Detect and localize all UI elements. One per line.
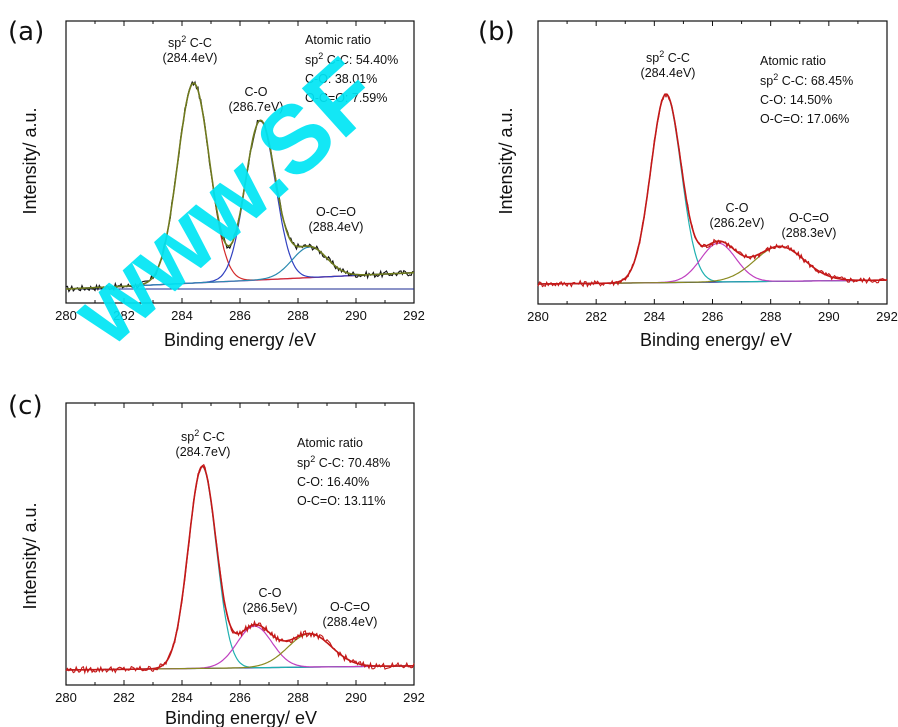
x-tick-label: 282 bbox=[113, 690, 135, 705]
y-axis-title: Intensity/ a.u. bbox=[496, 107, 516, 214]
peak-position-label: (288.4eV) bbox=[323, 615, 378, 629]
x-tick-label: 280 bbox=[527, 309, 549, 324]
x-tick-label: 286 bbox=[229, 308, 251, 323]
x-tick-label: 288 bbox=[760, 309, 782, 324]
atomic-ratio-title: Atomic ratio bbox=[305, 33, 371, 47]
panel-1: 280 282 284 286 288 290 292 Binding energy/ eV I… bbox=[478, 17, 898, 350]
plot-frame bbox=[537, 20, 888, 305]
peak-label-0: sp2 C-C bbox=[168, 34, 212, 50]
panel-label: (a) bbox=[8, 17, 44, 47]
panel-0: 280 282 284 286 288 290 292 Binding energy /eV I… bbox=[8, 17, 425, 350]
atomic-ratio-line: C-O: 14.50% bbox=[760, 93, 832, 107]
atomic-ratio-line: O-C=O: 7.59% bbox=[305, 91, 387, 105]
peak-position-label: (288.4eV) bbox=[309, 220, 364, 234]
atomic-ratio-line: sp2 C-C: 70.48% bbox=[297, 454, 390, 470]
x-axis-title: Binding energy /eV bbox=[164, 330, 316, 350]
fit-envelope bbox=[538, 93, 887, 285]
peak-label-2: O-C=O bbox=[789, 211, 829, 225]
peak-label-1: C-O bbox=[726, 201, 749, 215]
x-axis-title: Binding energy/ eV bbox=[165, 708, 317, 727]
peak-position-label: (284.4eV) bbox=[163, 51, 218, 65]
peak-label-0: sp2 C-C bbox=[646, 49, 690, 65]
x-tick-label: 292 bbox=[876, 309, 898, 324]
x-tick-label: 288 bbox=[287, 690, 309, 705]
fit-envelope bbox=[65, 82, 414, 290]
panel-label: (c) bbox=[8, 391, 43, 421]
x-tick-label: 284 bbox=[643, 309, 665, 324]
peak-position-label: (288.3eV) bbox=[782, 226, 837, 240]
peak-label-0: sp2 C-C bbox=[181, 428, 225, 444]
x-tick-label: 292 bbox=[403, 308, 425, 323]
x-tick-label: 290 bbox=[345, 690, 367, 705]
x-tick-label: 284 bbox=[171, 690, 193, 705]
x-tick-label: 280 bbox=[55, 308, 77, 323]
x-tick-label: 280 bbox=[55, 690, 77, 705]
fit-envelope bbox=[66, 465, 415, 671]
x-tick-label: 288 bbox=[287, 308, 309, 323]
x-tick-label: 286 bbox=[702, 309, 724, 324]
panel-2: 280 282 284 286 288 290 292 Binding energy/ eV I… bbox=[8, 391, 425, 727]
atomic-ratio-line: sp2 C-C: 54.40% bbox=[305, 51, 398, 67]
atomic-ratio-title: Atomic ratio bbox=[297, 436, 363, 450]
panel-label: (b) bbox=[478, 17, 515, 47]
atomic-ratio-line: C-O: 38.01% bbox=[305, 72, 377, 86]
y-axis-title: Intensity/ a.u. bbox=[20, 107, 40, 214]
peak-position-label: (286.7eV) bbox=[229, 100, 284, 114]
peak-label-2: O-C=O bbox=[330, 600, 370, 614]
peak-label-2: O-C=O bbox=[316, 205, 356, 219]
x-tick-label: 290 bbox=[345, 308, 367, 323]
x-tick-label: 292 bbox=[403, 690, 425, 705]
x-tick-label: 282 bbox=[113, 308, 135, 323]
atomic-ratio-line: sp2 C-C: 68.45% bbox=[760, 72, 853, 88]
peak-position-label: (286.2eV) bbox=[710, 216, 765, 230]
atomic-ratio-line: C-O: 16.40% bbox=[297, 475, 369, 489]
y-axis-title: Intensity/ a.u. bbox=[20, 502, 40, 609]
peak-position-label: (284.4eV) bbox=[641, 66, 696, 80]
peak-label-1: C-O bbox=[245, 85, 268, 99]
x-tick-label: 290 bbox=[818, 309, 840, 324]
peak-label-1: C-O bbox=[259, 586, 282, 600]
raw-spectrum bbox=[65, 463, 415, 675]
x-tick-label: 282 bbox=[585, 309, 607, 324]
atomic-ratio-title: Atomic ratio bbox=[760, 54, 826, 68]
peak-position-label: (284.7eV) bbox=[176, 445, 231, 459]
x-tick-label: 286 bbox=[229, 690, 251, 705]
atomic-ratio-line: O-C=O: 13.11% bbox=[297, 494, 385, 508]
x-tick-label: 284 bbox=[171, 308, 193, 323]
atomic-ratio-line: O-C=O: 17.06% bbox=[760, 112, 849, 126]
x-axis-title: Binding energy/ eV bbox=[640, 330, 792, 350]
peak-position-label: (286.5eV) bbox=[243, 601, 298, 615]
